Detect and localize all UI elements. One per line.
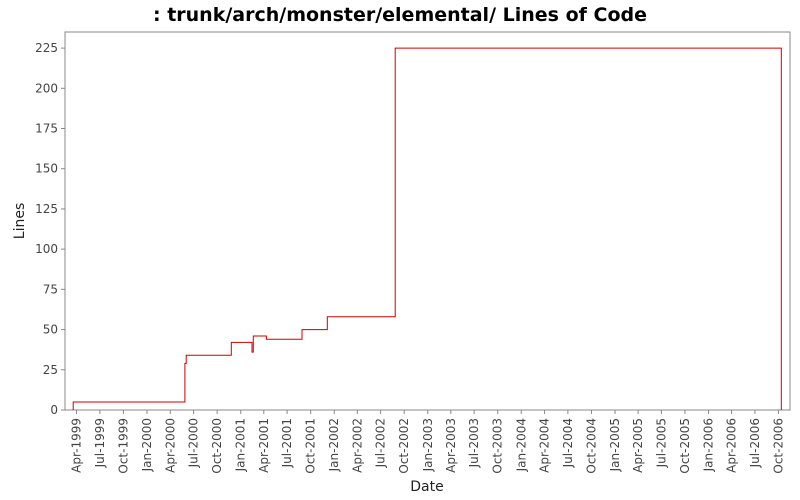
x-tick-label: Jul-2002 <box>374 418 388 468</box>
x-tick-label: Apr-2000 <box>163 418 177 473</box>
y-tick-label: 175 <box>35 122 58 136</box>
x-tick-label: Apr-2001 <box>257 418 271 473</box>
series-line <box>72 47 782 410</box>
x-tick-label: Apr-2006 <box>725 418 739 473</box>
x-tick-label: Apr-2004 <box>538 418 552 473</box>
x-tick-label: Oct-2002 <box>397 418 411 474</box>
y-tick-label: 75 <box>43 282 58 296</box>
x-tick-label: Apr-1999 <box>70 418 84 473</box>
x-tick-label: Apr-2002 <box>350 418 364 473</box>
x-tick-label: Oct-2004 <box>584 418 598 474</box>
x-tick-label: Oct-1999 <box>116 418 130 474</box>
x-tick-label: Jan-2003 <box>421 418 435 472</box>
x-tick-label: Oct-2003 <box>491 418 505 474</box>
x-tick-label: Jul-2005 <box>654 418 668 468</box>
x-tick-label: Jul-2003 <box>467 418 481 468</box>
y-tick-label: 50 <box>43 323 58 337</box>
x-tick-label: Oct-2006 <box>771 418 785 474</box>
plot-area <box>64 31 791 411</box>
y-tick-label: 150 <box>35 162 58 176</box>
x-axis-title: Date <box>410 479 443 495</box>
y-tick-label: 25 <box>43 363 58 377</box>
x-tick-label: Jul-2004 <box>561 418 575 468</box>
y-axis: 0 25 50 75 100 125 150 175 200 225 <box>35 41 65 417</box>
x-tick-label: Jan-2006 <box>702 418 716 472</box>
x-tick-label: Jul-2000 <box>187 418 201 468</box>
x-tick-label: Jan-2004 <box>514 418 528 472</box>
x-tick-label: Jul-1999 <box>93 418 107 468</box>
x-tick-label: Jan-2005 <box>608 418 622 472</box>
x-tick-label: Apr-2005 <box>631 418 645 473</box>
x-tick-label: Oct-2001 <box>304 418 318 474</box>
y-tick-label: 0 <box>50 403 58 417</box>
y-axis-title: Lines <box>12 203 28 239</box>
x-axis: Apr-1999 Jul-1999 Oct-1999 Jan-2000 Apr-2000… <box>70 410 785 474</box>
chart-title: : trunk/arch/monster/elemental/ Lines of… <box>152 4 648 26</box>
x-tick-label: Jan-2001 <box>234 418 248 472</box>
x-tick-label: Jan-2000 <box>140 418 154 472</box>
x-tick-label: Jul-2006 <box>748 418 762 468</box>
x-tick-label: Oct-2005 <box>678 418 692 474</box>
y-tick-label: 225 <box>35 41 58 55</box>
x-tick-label: Jan-2002 <box>327 418 341 472</box>
y-tick-label: 100 <box>35 242 58 256</box>
x-tick-label: Oct-2000 <box>210 418 224 474</box>
x-tick-label: Apr-2003 <box>444 418 458 473</box>
x-tick-label: Jul-2001 <box>280 418 294 468</box>
y-tick-label: 200 <box>35 81 58 95</box>
y-tick-label: 125 <box>35 202 58 216</box>
